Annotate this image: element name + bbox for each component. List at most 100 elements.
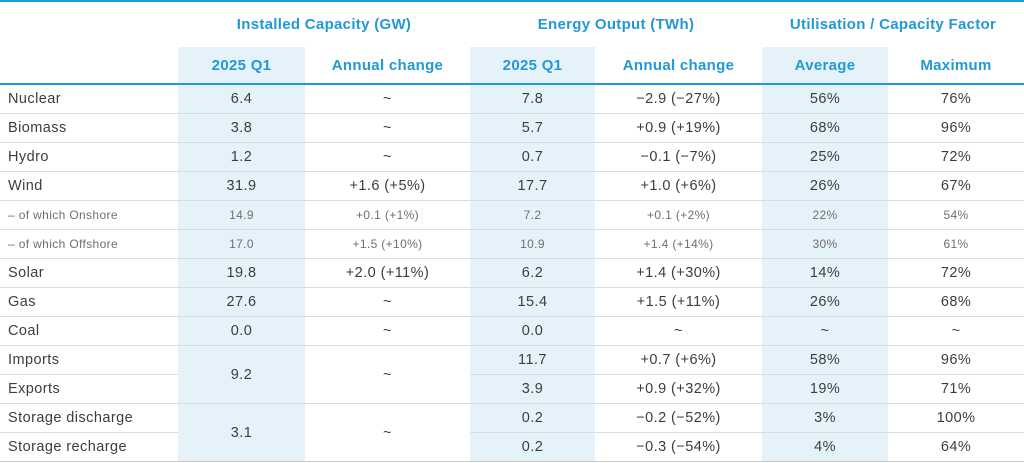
- row-gas: Gas 27.6 ~ 15.4 +1.5 (+11%) 26% 68%: [0, 287, 1024, 317]
- value-cell: 4%: [762, 432, 889, 462]
- value-cell: +2.0 (+11%): [305, 258, 470, 288]
- value-cell: 0.0: [178, 316, 305, 346]
- row-exports: Exports 3.9 +0.9 (+32%) 19% 71%: [0, 374, 1024, 404]
- value-cell: 0.7: [470, 142, 595, 172]
- row-label: Imports: [0, 345, 178, 375]
- value-cell: 1.2: [178, 142, 305, 172]
- value-cell: +1.4 (+30%): [595, 258, 763, 288]
- value-cell: +0.9 (+19%): [595, 113, 763, 143]
- row-wind: Wind 31.9 +1.6 (+5%) 17.7 +1.0 (+6%) 26%…: [0, 171, 1024, 201]
- value-cell: 14%: [762, 258, 889, 288]
- value-cell: 31.9: [178, 171, 305, 201]
- column-header-average: Average: [762, 47, 889, 85]
- value-cell: 15.4: [470, 287, 595, 317]
- value-cell: 5.7: [470, 113, 595, 143]
- merged-value-cell: 3.1: [178, 403, 305, 462]
- merged-value-cell: 9.2: [178, 345, 305, 404]
- value-cell: ~: [305, 142, 470, 172]
- value-cell: +1.5 (+11%): [595, 287, 763, 317]
- value-cell: 19%: [762, 374, 889, 404]
- value-cell: 22%: [762, 200, 889, 230]
- value-cell: +1.4 (+14%): [595, 229, 763, 259]
- group-header-installed-capacity: Installed Capacity (GW): [178, 0, 470, 47]
- row-coal: Coal 0.0 ~ 0.0 ~ ~ ~: [0, 316, 1024, 346]
- value-cell: 3.9: [470, 374, 595, 404]
- value-cell: 0.2: [470, 432, 595, 462]
- row-label: Exports: [0, 374, 178, 404]
- value-cell: 71%: [888, 374, 1024, 404]
- row-hydro: Hydro 1.2 ~ 0.7 −0.1 (−7%) 25% 72%: [0, 142, 1024, 172]
- value-cell: ~: [305, 316, 470, 346]
- row-label: Nuclear: [8, 91, 62, 107]
- column-header-maximum: Maximum: [888, 47, 1024, 85]
- value-cell: 68%: [888, 287, 1024, 317]
- value-cell: 11.7: [470, 345, 595, 375]
- value-cell: 26%: [762, 287, 889, 317]
- row-label: Coal: [0, 316, 178, 346]
- value-cell: 72%: [888, 258, 1024, 288]
- column-header-twh-2025q1: 2025 Q1: [470, 47, 595, 85]
- value-cell: +0.1 (+2%): [595, 200, 763, 230]
- value-cell: 61%: [888, 229, 1024, 259]
- row-label: Gas: [0, 287, 178, 317]
- value-cell: +0.9 (+32%): [595, 374, 763, 404]
- value-cell: ~: [888, 316, 1024, 346]
- corner-cell: [0, 47, 178, 85]
- row-wind-offshore: – of which Offshore 17.0 +1.5 (+10%) 10.…: [0, 229, 1024, 259]
- merged-value-cell: ~: [305, 403, 470, 462]
- value-cell: 76%: [940, 91, 972, 107]
- row-label: Storage discharge: [0, 403, 178, 433]
- row-label: Wind: [0, 171, 178, 201]
- value-cell: 26%: [762, 171, 889, 201]
- value-cell: ~: [762, 316, 889, 346]
- value-cell: 6.4: [178, 84, 305, 114]
- column-header-row: 2025 Q1 Annual change 2025 Q1 Annual cha…: [0, 47, 1024, 85]
- value-cell: +0.1 (+1%): [305, 200, 470, 230]
- value-cell: 0.0: [470, 316, 595, 346]
- value-cell: 17.0: [178, 229, 305, 259]
- row-solar: Solar 19.8 +2.0 (+11%) 6.2 +1.4 (+30%) 1…: [0, 258, 1024, 288]
- value-cell: ~: [305, 113, 470, 143]
- value-cell: 54%: [888, 200, 1024, 230]
- value-cell: 58%: [762, 345, 889, 375]
- value-cell: +1.6 (+5%): [305, 171, 470, 201]
- value-cell: +1.0 (+6%): [595, 171, 763, 201]
- row-storage-discharge: Storage discharge 3.1 ~ 0.2 −0.2 (−52%) …: [0, 403, 1024, 462]
- row-label: – of which Onshore: [0, 200, 178, 230]
- value-cell: 30%: [762, 229, 889, 259]
- group-header-row: Installed Capacity (GW) Energy Output (T…: [0, 0, 1024, 47]
- value-cell: ~: [305, 287, 470, 317]
- value-cell: −0.3 (−54%): [595, 432, 763, 462]
- value-cell: 96%: [888, 113, 1024, 143]
- row-imports: Imports 9.2 ~ 11.7 +0.7 (+6%) 58% 96%: [0, 345, 1024, 404]
- value-cell: 19.8: [178, 258, 305, 288]
- value-cell: 3%: [762, 403, 889, 433]
- row-wind-onshore: – of which Onshore 14.9 +0.1 (+1%) 7.2 +…: [0, 200, 1024, 230]
- row-label: Hydro: [0, 142, 178, 172]
- column-header-gw-annual-change: Annual change: [305, 47, 470, 85]
- group-header-utilisation: Utilisation / Capacity Factor: [762, 0, 1024, 47]
- value-cell: 6.2: [470, 258, 595, 288]
- value-cell: 100%: [888, 403, 1024, 433]
- value-cell: 0.2: [470, 403, 595, 433]
- value-cell: 67%: [888, 171, 1024, 201]
- group-header-energy-output: Energy Output (TWh): [470, 0, 763, 47]
- row-label: Solar: [0, 258, 178, 288]
- value-cell: 72%: [888, 142, 1024, 172]
- value-cell: 7.2: [470, 200, 595, 230]
- merged-value-cell: ~: [305, 345, 470, 404]
- value-cell: 3.8: [178, 113, 305, 143]
- value-cell: 17.7: [470, 171, 595, 201]
- value-cell: 68%: [762, 113, 889, 143]
- row-label: Biomass: [0, 113, 178, 143]
- row-storage-recharge: Storage recharge 0.2 −0.3 (−54%) 4% 64%: [0, 432, 1024, 462]
- value-cell: +1.5 (+10%): [305, 229, 470, 259]
- value-cell: 7.8: [470, 84, 595, 114]
- row-label: Storage recharge: [0, 432, 178, 462]
- row-biomass: Biomass 3.8 ~ 5.7 +0.9 (+19%) 68% 96%: [0, 113, 1024, 143]
- value-cell: ~: [595, 316, 763, 346]
- value-cell: 64%: [888, 432, 1024, 462]
- column-header-twh-annual-change: Annual change: [595, 47, 763, 85]
